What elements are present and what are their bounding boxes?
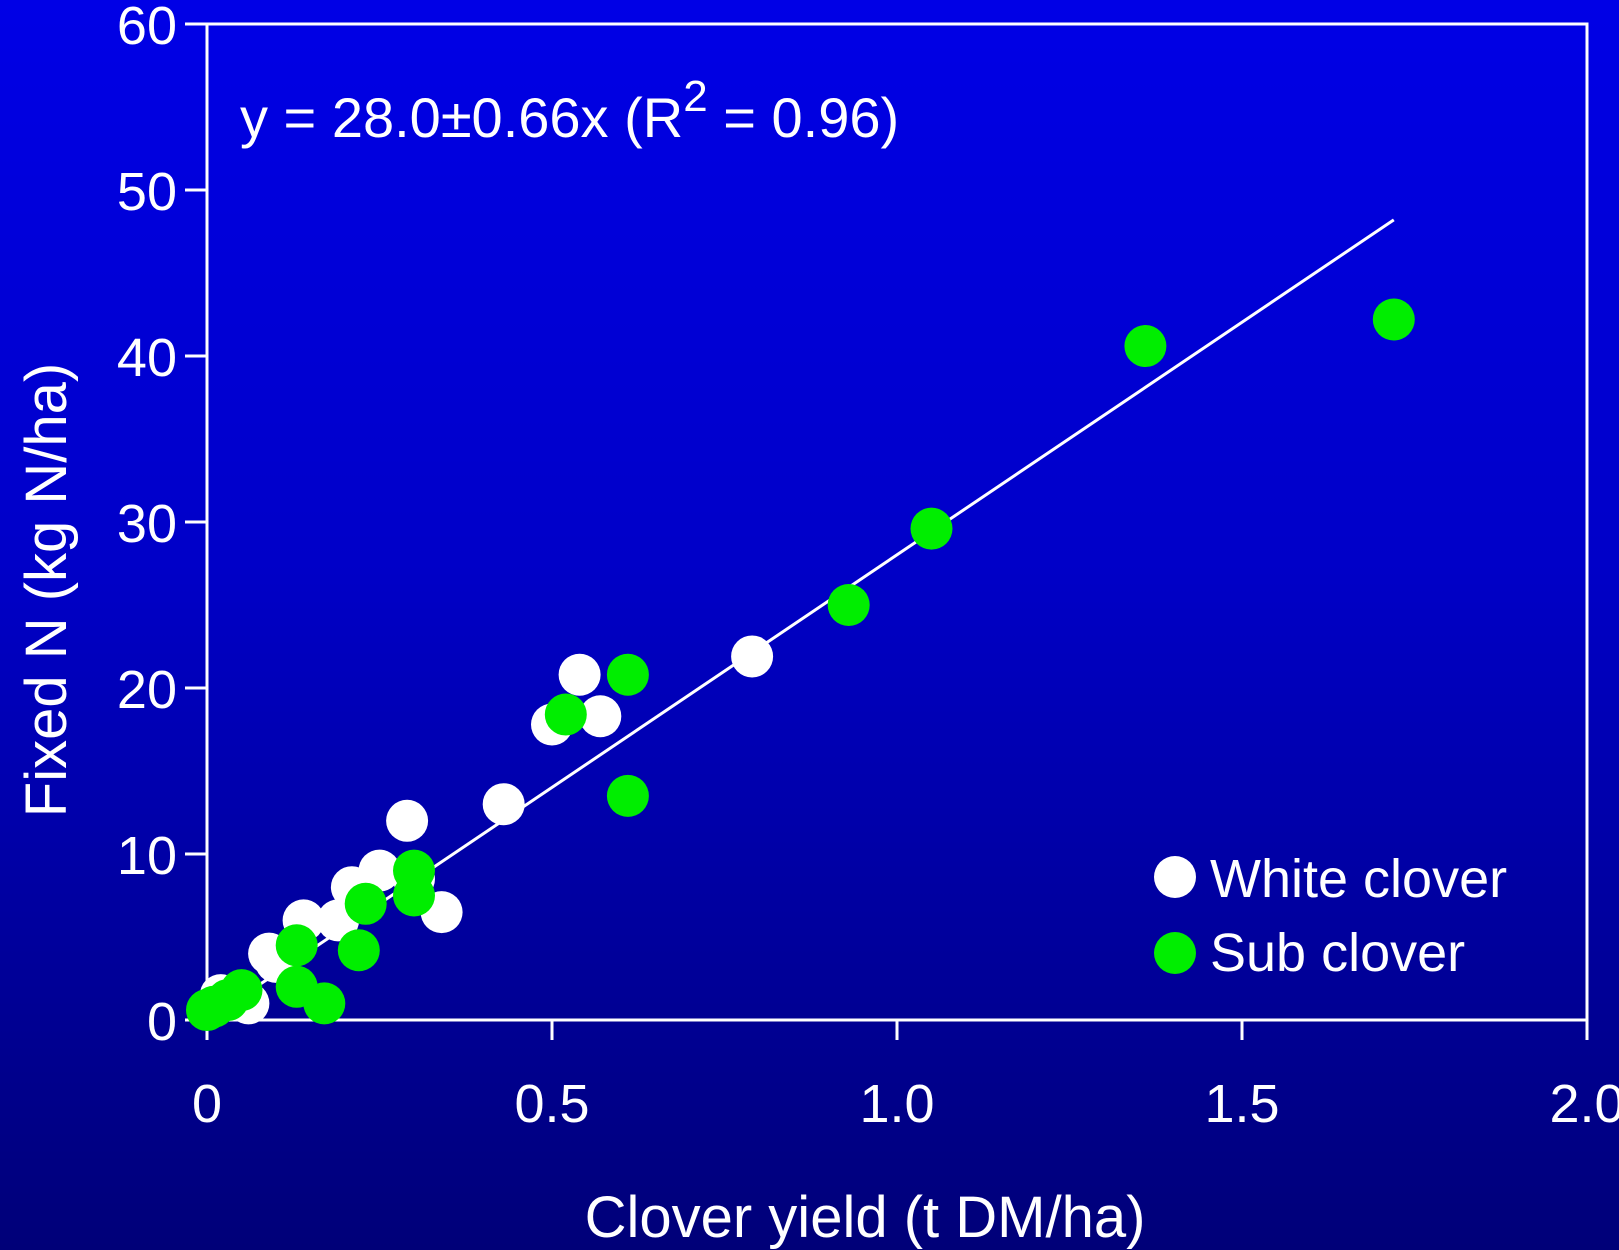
white-clover-point <box>386 799 429 842</box>
x-axis-ticks: 0 0.5 1.0 1.5 2.0 <box>192 1020 1619 1134</box>
y-tick-label: 20 <box>117 660 177 720</box>
sub-clover-point <box>275 924 318 967</box>
y-axis-ticks: 0 10 20 30 40 50 60 <box>117 0 207 1052</box>
sub-clover-point <box>1372 298 1415 341</box>
x-tick-label: 0 <box>192 1074 222 1134</box>
sub-clover-point <box>606 653 649 696</box>
legend-marker-white-clover <box>1154 856 1196 898</box>
regression-equation: y = 28.0±0.66x (R2 = 0.96) <box>240 72 899 149</box>
x-axis-label: Clover yield (t DM/ha) <box>585 1185 1146 1250</box>
legend: White clover Sub clover <box>1154 849 1507 983</box>
y-tick-label: 50 <box>117 162 177 222</box>
equation-main: y = 28.0±0.66x (R <box>240 86 683 149</box>
white-clover-point <box>482 783 525 826</box>
white-clover-point <box>579 695 622 738</box>
data-points <box>186 298 1415 1032</box>
sub-clover-point <box>544 693 587 736</box>
y-tick-label: 40 <box>117 328 177 388</box>
white-clover-point <box>358 849 401 892</box>
y-axis-label: Fixed N (kg N/ha) <box>14 363 79 817</box>
sub-clover-point <box>393 874 435 917</box>
legend-label-white-clover: White clover <box>1210 849 1507 909</box>
sub-clover-point <box>337 929 380 972</box>
sub-clover-point <box>910 507 953 550</box>
legend-marker-sub-clover <box>1154 932 1196 974</box>
y-tick-label: 10 <box>117 826 177 886</box>
white-clover-point <box>731 635 774 678</box>
sub-clover-point <box>344 882 387 925</box>
sub-clover-point <box>606 774 649 817</box>
sub-clover-point <box>220 969 263 1012</box>
x-tick-label: 1.5 <box>1204 1074 1279 1134</box>
x-tick-label: 1.0 <box>859 1074 934 1134</box>
x-tick-label: 0.5 <box>514 1074 589 1134</box>
y-tick-label: 60 <box>117 0 177 56</box>
legend-label-sub-clover: Sub clover <box>1210 923 1465 983</box>
x-tick-label: 2.0 <box>1549 1074 1619 1134</box>
sub-clover-point <box>1124 325 1167 368</box>
sub-clover-point <box>827 584 870 626</box>
equation-superscript: 2 <box>683 72 707 121</box>
sub-clover-point <box>303 982 346 1025</box>
y-tick-label: 30 <box>117 494 177 554</box>
y-tick-label: 0 <box>147 992 177 1052</box>
white-clover-point <box>558 653 601 696</box>
equation-tail: = 0.96) <box>708 86 899 149</box>
